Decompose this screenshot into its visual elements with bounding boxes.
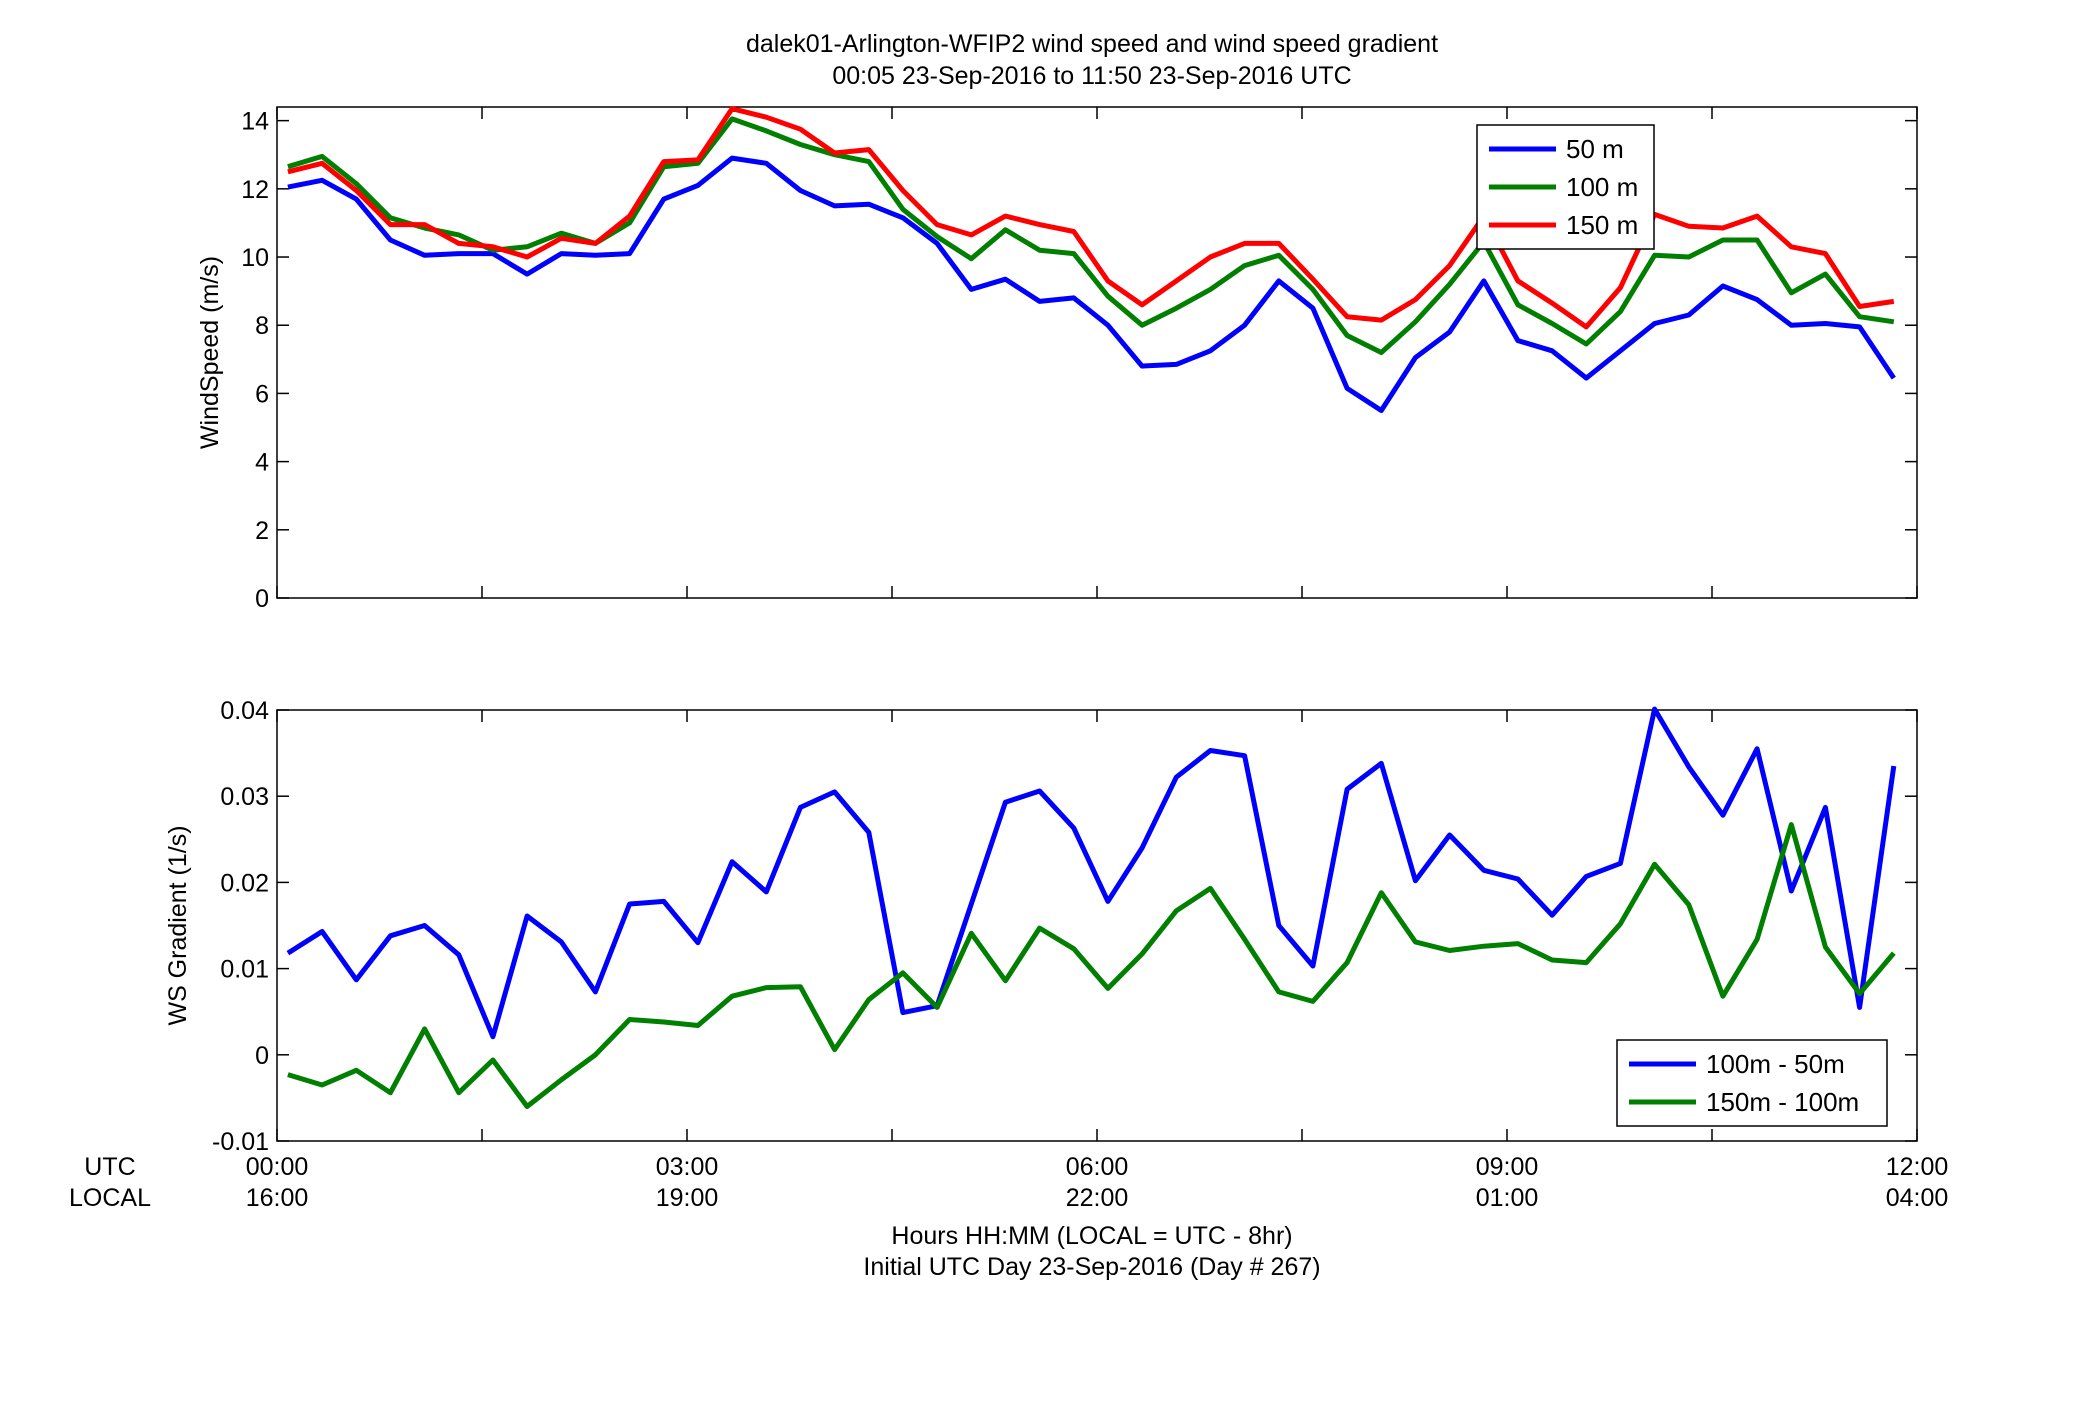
y-tick-label: 0.02: [220, 869, 269, 897]
y-tick-label: 0.04: [220, 697, 269, 725]
y-tick-label: 2: [255, 517, 269, 545]
plot-area-frame: [276, 106, 1918, 599]
x-tick-label-utc: 12:00: [1886, 1153, 1949, 1181]
y-axis-label: WS Gradient (1/s): [164, 825, 192, 1025]
x-tick-label-utc: 03:00: [656, 1153, 719, 1181]
x-tick-label-local: 16:00: [246, 1184, 309, 1212]
y-tick-label: 0: [255, 585, 269, 613]
x-tick-label-utc: 06:00: [1066, 1153, 1129, 1181]
x-tick-label-local: 19:00: [656, 1184, 719, 1212]
y-tick-label: 14: [241, 108, 269, 136]
y-tick-label: 0.03: [220, 783, 269, 811]
x-tick-label-local: 22:00: [1066, 1184, 1129, 1212]
legend-entry-label: 150m - 100m: [1706, 1087, 1859, 1117]
series-line: [286, 706, 1897, 1040]
series-line: [287, 155, 1896, 413]
series-line: [287, 106, 1895, 330]
x-row-label-local: LOCAL: [69, 1184, 151, 1212]
y-tick-label: 6: [255, 380, 269, 408]
x-axis-label-line2: Initial UTC Day 23-Sep-2016 (Day # 267): [863, 1253, 1320, 1281]
series-line: [287, 116, 1895, 355]
y-tick-label: 0.01: [220, 956, 269, 984]
legend-entry-label: 50 m: [1566, 134, 1624, 164]
y-tick-label: 4: [255, 449, 269, 477]
chart-title-line2: 00:05 23-Sep-2016 to 11:50 23-Sep-2016 U…: [832, 62, 1351, 90]
x-axis-label-line1: Hours HH:MM (LOCAL = UTC - 8hr): [891, 1222, 1292, 1250]
gradient-panel: -0.01 0 0.01 0.02 0.03 0.04 00:00 16:00 03:00 19:…: [164, 697, 1948, 1212]
y-tick-label: 10: [241, 244, 269, 272]
x-tick-label-utc: 09:00: [1476, 1153, 1539, 1181]
x-tick-label-local: 04:00: [1886, 1184, 1949, 1212]
y-tick-label: 0: [255, 1042, 269, 1070]
series-line: [287, 822, 1896, 1109]
legend-entry-label: 100m - 50m: [1706, 1049, 1845, 1079]
x-tick-label-local: 01:00: [1476, 1184, 1539, 1212]
y-tick-label: 8: [255, 312, 269, 340]
y-axis-label: WindSpeed (m/s): [196, 256, 224, 449]
y-tick-label: -0.01: [212, 1128, 269, 1156]
chart-title-line1: dalek01-Arlington-WFIP2 wind speed and w…: [746, 30, 1438, 58]
legend-entry-label: 150 m: [1566, 210, 1638, 240]
y-tick-label: 12: [241, 176, 269, 204]
legend-entry-label: 100 m: [1566, 172, 1638, 202]
legend-box: [1616, 1039, 1888, 1127]
windspeed-panel: 0 2 4 6 8 10 12 14 WindSpeed (m/s) 50 m 100 m 150 m: [196, 106, 1918, 613]
x-row-label-utc: UTC: [84, 1153, 135, 1181]
x-tick-label-utc: 00:00: [246, 1153, 309, 1181]
